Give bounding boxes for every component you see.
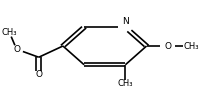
Text: CH₃: CH₃: [182, 42, 198, 51]
Text: N: N: [121, 17, 128, 26]
Text: CH₃: CH₃: [2, 28, 17, 37]
Text: O: O: [35, 70, 42, 79]
Text: O: O: [163, 42, 170, 51]
Text: CH₃: CH₃: [117, 80, 133, 88]
Text: O: O: [13, 45, 20, 54]
